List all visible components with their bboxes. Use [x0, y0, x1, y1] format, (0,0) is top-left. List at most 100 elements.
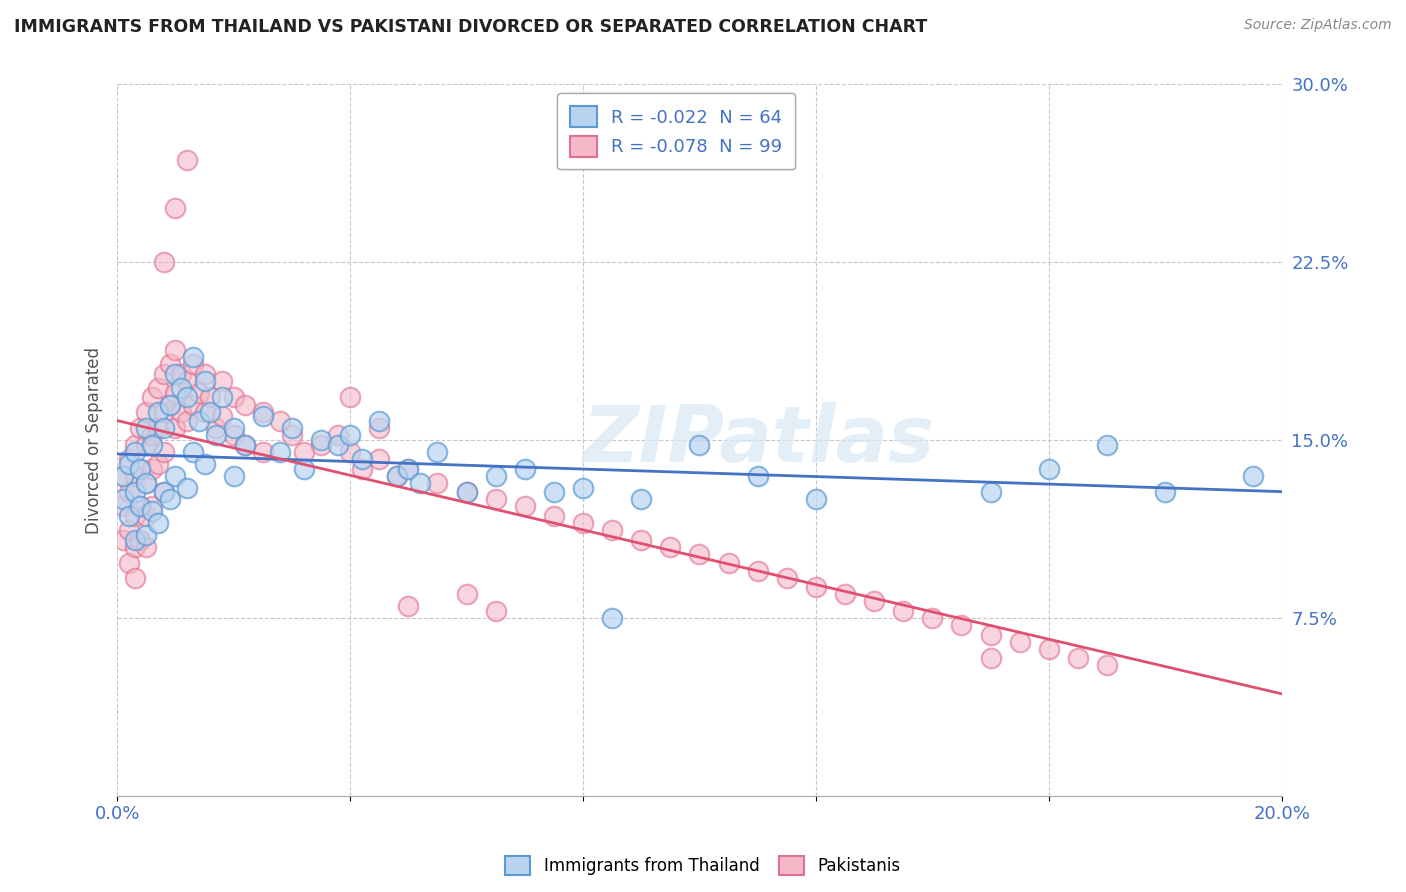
- Point: [572, 516, 595, 530]
- Point: [159, 492, 181, 507]
- Point: [543, 485, 565, 500]
- Point: [135, 404, 157, 418]
- Point: [688, 438, 710, 452]
- Point: [281, 428, 304, 442]
- Point: [152, 421, 174, 435]
- Point: [456, 485, 478, 500]
- Point: [456, 485, 478, 500]
- Point: [328, 428, 350, 442]
- Point: [135, 421, 157, 435]
- Point: [1067, 651, 1090, 665]
- Point: [152, 255, 174, 269]
- Point: [176, 414, 198, 428]
- Point: [426, 445, 449, 459]
- Point: [176, 391, 198, 405]
- Point: [193, 457, 215, 471]
- Point: [176, 481, 198, 495]
- Point: [159, 357, 181, 371]
- Point: [141, 504, 163, 518]
- Point: [222, 428, 245, 442]
- Point: [111, 500, 134, 514]
- Point: [159, 398, 181, 412]
- Point: [485, 492, 508, 507]
- Point: [1095, 438, 1118, 452]
- Point: [211, 391, 233, 405]
- Text: ZIPatlas: ZIPatlas: [582, 402, 934, 478]
- Point: [124, 508, 146, 523]
- Point: [146, 421, 169, 435]
- Point: [200, 391, 222, 405]
- Point: [252, 404, 274, 418]
- Point: [165, 468, 187, 483]
- Point: [630, 533, 652, 547]
- Point: [385, 468, 408, 483]
- Point: [222, 421, 245, 435]
- Point: [328, 438, 350, 452]
- Point: [804, 492, 827, 507]
- Point: [111, 492, 134, 507]
- Point: [124, 445, 146, 459]
- Legend: R = -0.022  N = 64, R = -0.078  N = 99: R = -0.022 N = 64, R = -0.078 N = 99: [557, 94, 796, 169]
- Point: [124, 571, 146, 585]
- Point: [804, 580, 827, 594]
- Point: [485, 468, 508, 483]
- Y-axis label: Divorced or Separated: Divorced or Separated: [86, 347, 103, 533]
- Point: [187, 414, 209, 428]
- Text: IMMIGRANTS FROM THAILAND VS PAKISTANI DIVORCED OR SEPARATED CORRELATION CHART: IMMIGRANTS FROM THAILAND VS PAKISTANI DI…: [14, 18, 928, 36]
- Point: [193, 367, 215, 381]
- Point: [165, 201, 187, 215]
- Point: [129, 421, 152, 435]
- Point: [170, 367, 193, 381]
- Point: [170, 381, 193, 395]
- Point: [176, 153, 198, 168]
- Point: [513, 500, 536, 514]
- Point: [205, 421, 228, 435]
- Point: [141, 438, 163, 452]
- Point: [165, 343, 187, 357]
- Point: [292, 461, 315, 475]
- Point: [124, 468, 146, 483]
- Point: [1008, 634, 1031, 648]
- Point: [152, 367, 174, 381]
- Point: [456, 587, 478, 601]
- Point: [350, 461, 373, 475]
- Text: Source: ZipAtlas.com: Source: ZipAtlas.com: [1244, 18, 1392, 32]
- Point: [141, 428, 163, 442]
- Point: [181, 398, 204, 412]
- Point: [118, 452, 141, 467]
- Point: [513, 461, 536, 475]
- Point: [152, 445, 174, 459]
- Point: [600, 611, 623, 625]
- Point: [572, 481, 595, 495]
- Point: [111, 533, 134, 547]
- Point: [659, 540, 682, 554]
- Point: [118, 457, 141, 471]
- Point: [485, 604, 508, 618]
- Point: [396, 461, 419, 475]
- Point: [396, 461, 419, 475]
- Point: [747, 468, 769, 483]
- Point: [717, 557, 740, 571]
- Point: [776, 571, 799, 585]
- Point: [141, 500, 163, 514]
- Point: [309, 433, 332, 447]
- Point: [135, 475, 157, 490]
- Point: [152, 485, 174, 500]
- Point: [339, 391, 361, 405]
- Point: [339, 428, 361, 442]
- Point: [124, 540, 146, 554]
- Point: [205, 428, 228, 442]
- Point: [269, 445, 291, 459]
- Point: [170, 404, 193, 418]
- Point: [165, 421, 187, 435]
- Point: [252, 409, 274, 424]
- Point: [193, 374, 215, 388]
- Point: [1095, 658, 1118, 673]
- Point: [233, 398, 256, 412]
- Point: [980, 651, 1002, 665]
- Point: [146, 404, 169, 418]
- Point: [1038, 461, 1060, 475]
- Point: [135, 508, 157, 523]
- Point: [124, 533, 146, 547]
- Point: [141, 461, 163, 475]
